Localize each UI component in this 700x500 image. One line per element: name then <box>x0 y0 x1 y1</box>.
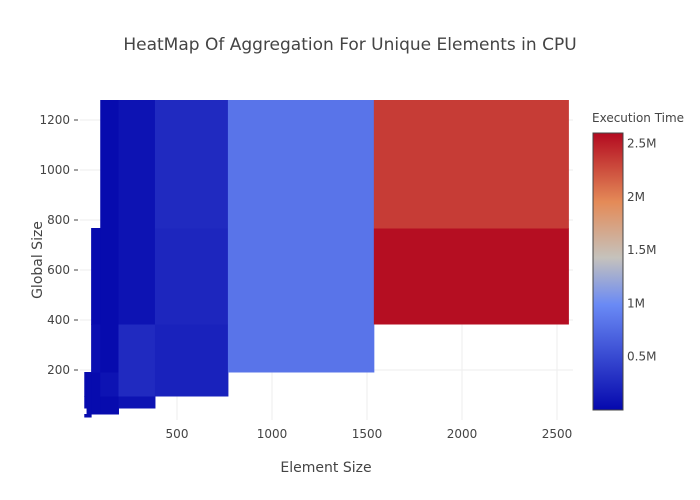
heatmap-cell <box>154 372 229 397</box>
heatmap-cell <box>91 228 101 325</box>
heatmap-cell <box>100 100 119 229</box>
heatmap-cell <box>86 408 92 415</box>
heatmap-cell <box>84 372 88 397</box>
x-tick-label: 2500 <box>542 427 573 441</box>
heatmap-cell <box>118 324 156 373</box>
y-tick-label: 400 <box>47 313 70 327</box>
heatmap-cell <box>86 414 92 418</box>
heatmap-cell <box>118 396 156 409</box>
colorbar <box>592 132 624 411</box>
x-tick-label: 1000 <box>257 427 288 441</box>
colorbar-title: Execution Time <box>592 111 684 125</box>
heatmap-cell <box>91 372 101 397</box>
y-tick-label: 800 <box>47 213 70 227</box>
colorbar-tick-label: 2.5M <box>627 137 656 151</box>
heatmap-cell <box>91 396 101 409</box>
y-tick-label: 600 <box>47 263 70 277</box>
chart-title: HeatMap Of Aggregation For Unique Elemen… <box>123 35 576 55</box>
heatmap-cell <box>227 100 375 229</box>
y-tick-label: 1200 <box>39 113 70 127</box>
heatmap-cells <box>84 100 569 418</box>
heatmap-cell <box>100 408 119 415</box>
heatmap-cell <box>100 228 119 325</box>
heatmap-cell <box>100 396 119 409</box>
heatmap-cell <box>91 408 101 415</box>
heatmap-cell <box>227 228 375 325</box>
y-tick-label: 1000 <box>39 163 70 177</box>
x-tick-label: 500 <box>166 427 189 441</box>
heatmap-cell <box>84 414 88 418</box>
heatmap-cell <box>91 324 101 373</box>
colorbar-tick-label: 1M <box>627 296 645 310</box>
heatmap-cell <box>118 100 156 229</box>
heatmap-cell <box>373 228 569 325</box>
heatmap-cell <box>86 396 92 409</box>
colorbar-tick-label: 0.5M <box>627 350 656 364</box>
y-tick-label: 200 <box>47 363 70 377</box>
heatmap-cell <box>227 324 375 373</box>
heatmap-cell <box>154 324 229 373</box>
heatmap-cell <box>86 372 92 397</box>
heatmap-cell <box>100 324 119 373</box>
heatmap-cell <box>100 372 119 397</box>
x-tick-label: 1500 <box>352 427 383 441</box>
y-tick-labels: 200 400 600 800 1000 1200 <box>39 113 70 377</box>
heatmap-cell <box>154 228 229 325</box>
heatmap-cell <box>373 100 569 229</box>
heatmap-cell <box>118 228 156 325</box>
heatmap-cell <box>84 396 88 409</box>
x-tick-label: 2000 <box>447 427 478 441</box>
colorbar-tick-label: 2M <box>627 190 645 204</box>
x-tick-labels: 500 1000 1500 2000 2500 <box>166 427 573 441</box>
x-axis-title: Element Size <box>280 460 371 476</box>
heatmap-cell <box>154 100 229 229</box>
colorbar-ticks: 0.5M 1M 1.5M 2M 2.5M <box>627 137 656 364</box>
y-axis-title: Global Size <box>30 221 46 299</box>
colorbar-tick-label: 1.5M <box>627 243 656 257</box>
heatmap-cell <box>118 372 156 397</box>
